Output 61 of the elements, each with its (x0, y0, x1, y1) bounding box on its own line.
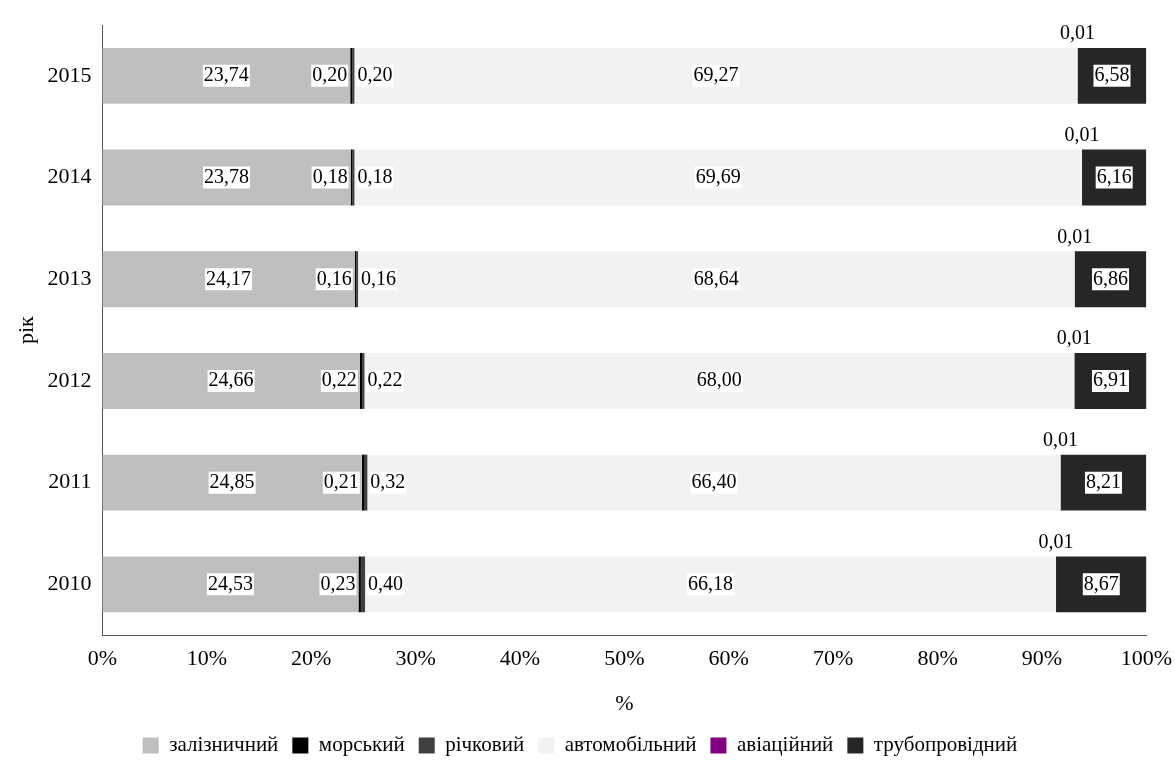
legend-label: річковий (445, 732, 525, 757)
data-label: 0,21 (323, 469, 359, 492)
data-label: 0,01 (1056, 326, 1092, 349)
x-axis-title: % (615, 689, 634, 715)
data-label: 0,32 (370, 469, 406, 492)
x-tick-label: 0% (87, 645, 118, 671)
x-tick-label: 10% (186, 645, 227, 671)
data-label: 6,86 (1093, 266, 1129, 289)
data-label: 6,58 (1094, 63, 1130, 86)
x-tick-label: 70% (812, 645, 854, 671)
data-label: 8,21 (1085, 469, 1121, 492)
x-tick-label: 100% (1120, 645, 1172, 671)
data-label: 0,01 (1060, 21, 1096, 44)
x-tick-label: 50% (604, 645, 645, 671)
data-label: 6,16 (1096, 164, 1132, 187)
x-tick-label: 90% (1021, 645, 1063, 671)
y-tick-label: 2011 (48, 468, 92, 494)
data-label: 0,16 (361, 266, 397, 289)
legend-label: трубопровідний (873, 732, 1018, 757)
data-label: 69,27 (693, 63, 739, 86)
data-label: 0,40 (368, 571, 404, 594)
data-label: 0,20 (357, 63, 393, 86)
y-tick-label: 2013 (47, 265, 92, 291)
y-axis-title: рік (12, 315, 38, 345)
data-label: 0,22 (367, 368, 403, 391)
x-tick-label: 60% (708, 645, 749, 671)
y-tick-label: 2012 (47, 366, 92, 392)
data-label: 0,18 (312, 164, 348, 187)
x-tick-label: 30% (395, 645, 436, 671)
data-label: 24,85 (209, 469, 255, 492)
data-label: 0,16 (316, 266, 352, 289)
data-label: 0,22 (321, 368, 357, 391)
y-tick-label: 2014 (47, 163, 92, 189)
data-label: 6,91 (1092, 368, 1128, 391)
data-label: 68,00 (696, 368, 742, 391)
data-label: 0,01 (1038, 529, 1074, 552)
legend-label: морський (318, 732, 405, 757)
y-tick-label: 2015 (47, 61, 92, 87)
data-label: 24,17 (206, 266, 252, 289)
y-tick-label: 2010 (47, 570, 92, 596)
data-label: 8,67 (1083, 571, 1119, 594)
data-label: 66,18 (687, 571, 733, 594)
data-label: 0,01 (1057, 224, 1093, 247)
data-label: 0,20 (312, 63, 348, 86)
x-tick-label: 80% (917, 645, 958, 671)
data-label: 69,69 (695, 164, 741, 187)
data-label: 0,18 (357, 164, 393, 187)
x-tick-label: 20% (291, 645, 332, 671)
data-label: 0,01 (1064, 122, 1100, 145)
data-label: 23,78 (204, 164, 250, 187)
data-label: 23,74 (203, 63, 249, 86)
legend-label: автомобільний (564, 732, 697, 757)
legend-label: залізничний (169, 732, 279, 757)
data-label: 0,23 (320, 571, 356, 594)
data-label: 0,01 (1043, 427, 1079, 450)
data-label: 66,40 (691, 469, 737, 492)
legend-label: авіаційний (736, 732, 834, 757)
data-label: 24,53 (207, 571, 253, 594)
data-label: 68,64 (693, 266, 739, 289)
data-label: 24,66 (208, 368, 254, 391)
x-tick-label: 40% (499, 645, 541, 671)
